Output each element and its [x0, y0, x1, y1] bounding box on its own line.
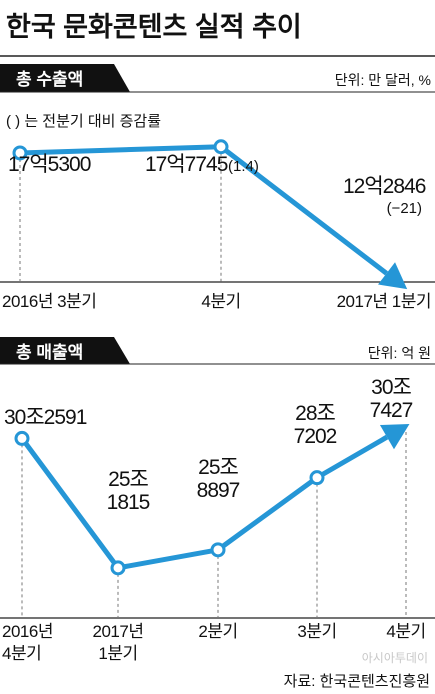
export-value-label: 17억5300 [8, 153, 91, 176]
sales-value-label: 25조 1815 [107, 468, 150, 514]
export-value-label: 17억7745 [145, 153, 228, 176]
sales-unit-label: 단위: 억 원 [368, 345, 431, 361]
source-note: 자료: 한국콘텐츠진흥원 [284, 672, 430, 690]
export-section-label: 총 수출액 [16, 70, 83, 89]
trend-arrow-icon [379, 424, 410, 450]
sales-value-labels: 30조2591 25조 1815 25조 8897 28조 7202 30조 7427 [4, 376, 414, 514]
sales-value-label: 30조2591 [4, 406, 87, 429]
export-value-label: 12억2846 [343, 175, 426, 198]
sales-data-point [210, 542, 226, 558]
export-tick-label: 2016년 3분기 [2, 292, 96, 311]
sales-value-label: 30조 7427 [370, 376, 413, 422]
export-unit-label: 단위: 만 달러, % [335, 72, 431, 88]
sales-chart: 총 매출액 단위: 억 원 30조2591 25조 1815 25조 8897 28조 72… [0, 337, 435, 663]
export-tick-labels: 2016년 3분기 4분기 2017년 1분기 [2, 292, 432, 311]
export-change-label: (1.4) [228, 158, 259, 175]
sales-tick-label: 2017년 1분기 [93, 622, 144, 663]
sales-value-label: 25조 8897 [197, 456, 240, 502]
sales-tick-labels: 2016년 4분기 2017년 1분기 2분기 3분기 4분기 [2, 622, 426, 663]
export-value-labels: 17억5300 17억7745 (1.4) 12억2846 (−21) [8, 153, 427, 217]
sales-tick-label: 4분기 [386, 622, 425, 641]
sales-data-point [309, 470, 325, 486]
export-data-point [12, 145, 28, 161]
trend-arrow-icon [378, 262, 408, 290]
sales-section-tab [0, 337, 130, 364]
sales-tick-label: 2016년 4분기 [2, 622, 53, 663]
sales-points [14, 430, 325, 576]
export-chart: 총 수출액 단위: 만 달러, % ( ) 는 전분기 대비 증감률 17억53… [0, 64, 435, 311]
sales-section-label: 총 매출액 [16, 343, 83, 362]
export-change-label: (−21) [387, 200, 422, 217]
sales-tick-label: 2분기 [198, 622, 237, 641]
export-tick-label: 4분기 [201, 292, 240, 311]
watermark: 아시아투데이 [362, 651, 428, 665]
export-change-note: ( ) 는 전분기 대비 증감률 [6, 113, 161, 130]
sales-guides [21, 426, 407, 618]
sales-value-label: 28조 7202 [294, 402, 337, 448]
sales-data-point [110, 560, 126, 576]
export-points [12, 139, 229, 161]
export-tick-label: 2017년 1분기 [337, 292, 431, 311]
page-title: 한국 문화콘텐츠 실적 추이 [6, 12, 302, 42]
export-section-tab [0, 64, 130, 92]
sales-tick-label: 3분기 [297, 622, 336, 641]
sales-data-point [14, 430, 30, 446]
export-data-point [213, 139, 229, 155]
